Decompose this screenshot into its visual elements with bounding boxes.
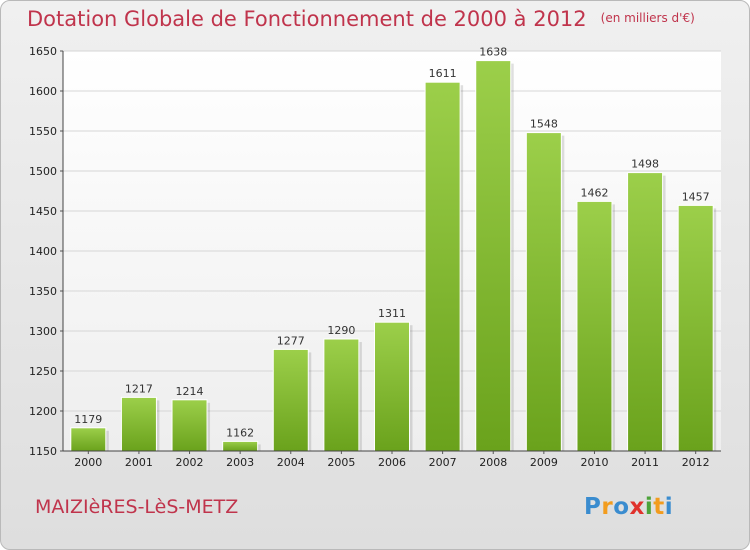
- chart-title: Dotation Globale de Fonctionnement de 20…: [27, 7, 695, 31]
- logo-letter: t: [653, 494, 665, 520]
- logo-letter: r: [601, 494, 614, 520]
- bar: [525, 132, 562, 452]
- logo-letter: x: [629, 494, 645, 520]
- chart-title-text: Dotation Globale de Fonctionnement de 20…: [27, 7, 587, 31]
- logo-letter: i: [644, 494, 654, 520]
- bar: [70, 427, 107, 452]
- bar-value-label: 1611: [429, 67, 457, 80]
- x-tick-label: 2008: [479, 456, 507, 469]
- x-tick-label: 2005: [327, 456, 355, 469]
- bar: [171, 399, 208, 452]
- bar-value-label: 1548: [530, 118, 558, 131]
- logo-letter: i: [664, 494, 674, 520]
- y-tick-label: 1200: [29, 405, 57, 418]
- logo-letter: o: [613, 494, 630, 520]
- axes: 1150 1200 1250 1300 1350 1400 1450 1500 1550 1600…: [29, 45, 721, 469]
- bar: [627, 172, 664, 452]
- proxiti-logo: Proxiti: [584, 494, 673, 520]
- x-tick-label: 2006: [378, 456, 406, 469]
- bar: [222, 440, 259, 452]
- bar-value-label: 1311: [378, 307, 406, 320]
- y-tick-label: 1150: [29, 445, 57, 458]
- bar: [120, 396, 157, 452]
- bar: [576, 200, 613, 452]
- bar-value-label: 1162: [226, 426, 254, 439]
- x-tick-label: 2009: [530, 456, 558, 469]
- logo-letter: P: [584, 494, 602, 520]
- y-tick-label: 1400: [29, 245, 57, 258]
- y-tick-label: 1450: [29, 205, 57, 218]
- x-tick-label: 2000: [74, 456, 102, 469]
- bar-value-label: 1638: [479, 46, 507, 59]
- bar-value-label: 1277: [277, 334, 305, 347]
- bars: 1179 1217 1214 1162 1277 1290 1311 1611 1638 1548…: [70, 46, 717, 452]
- commune-name: MAIZIèRES-LèS-METZ: [35, 496, 239, 518]
- bar-value-label: 1290: [327, 324, 355, 337]
- y-tick-label: 1250: [29, 365, 57, 378]
- x-tick-label: 2007: [429, 456, 457, 469]
- bar-value-label: 1179: [74, 413, 102, 426]
- bar: [323, 338, 360, 452]
- y-tick-label: 1350: [29, 285, 57, 298]
- bar-value-label: 1462: [580, 186, 608, 199]
- bar-value-label: 1498: [631, 158, 659, 171]
- y-tick-label: 1300: [29, 325, 57, 338]
- x-tick-label: 2002: [176, 456, 204, 469]
- x-tick-label: 2004: [277, 456, 305, 469]
- y-tick-label: 1550: [29, 125, 57, 138]
- y-tick-label: 1500: [29, 165, 57, 178]
- bar: [424, 81, 461, 452]
- bar: [677, 204, 714, 452]
- x-tick-label: 2012: [682, 456, 710, 469]
- x-tick-label: 2010: [580, 456, 608, 469]
- bar: [272, 348, 309, 452]
- x-tick-label: 2001: [125, 456, 153, 469]
- x-tick-label: 2011: [631, 456, 659, 469]
- bar-value-label: 1457: [682, 190, 710, 203]
- chart-unit: (en milliers d'€): [600, 11, 695, 25]
- bar-value-label: 1214: [176, 385, 204, 398]
- bar: [374, 321, 410, 452]
- y-tick-label: 1650: [29, 45, 57, 58]
- y-tick-label: 1600: [29, 85, 57, 98]
- bar-value-label: 1217: [125, 382, 153, 395]
- x-tick-label: 2003: [226, 456, 254, 469]
- bar: [475, 60, 512, 452]
